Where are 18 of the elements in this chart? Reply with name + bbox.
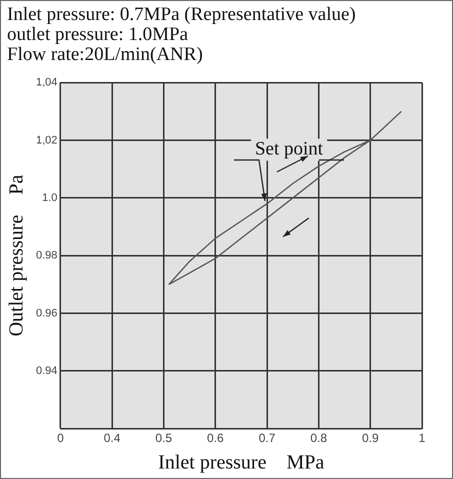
y-tick-label: 1,02 bbox=[36, 134, 58, 146]
y-tick-label: 0.94 bbox=[36, 364, 58, 377]
y-tick-label: 0.96 bbox=[36, 307, 58, 320]
x-tick-label: 0.7 bbox=[258, 431, 276, 446]
x-tick-label: 1 bbox=[418, 431, 426, 446]
chart-subtitle: Inlet pressure: 0.7MPa (Representative value) outlet pressure: 1.0MPa Flow rate:20L/min(ANR) bbox=[6, 3, 357, 65]
x-tick-label: 0.4 bbox=[104, 431, 121, 446]
y-tick-label: 1,04 bbox=[36, 76, 58, 89]
x-axis-title: Inlet pressure MPa bbox=[158, 451, 324, 474]
x-tick-label: 0.8 bbox=[310, 431, 328, 446]
x-tick-label: 0 bbox=[57, 431, 64, 446]
y-axis-title: Outlet pressure Pa bbox=[5, 174, 28, 336]
y-tick-label: 1.0 bbox=[42, 192, 58, 204]
y-tick-label: 0.98 bbox=[36, 250, 58, 262]
annotation: Set point bbox=[254, 138, 324, 160]
x-tick-label: 0.9 bbox=[362, 431, 380, 446]
x-tick-label: 0.5 bbox=[155, 431, 172, 446]
x-tick-label: 0.6 bbox=[207, 431, 224, 446]
